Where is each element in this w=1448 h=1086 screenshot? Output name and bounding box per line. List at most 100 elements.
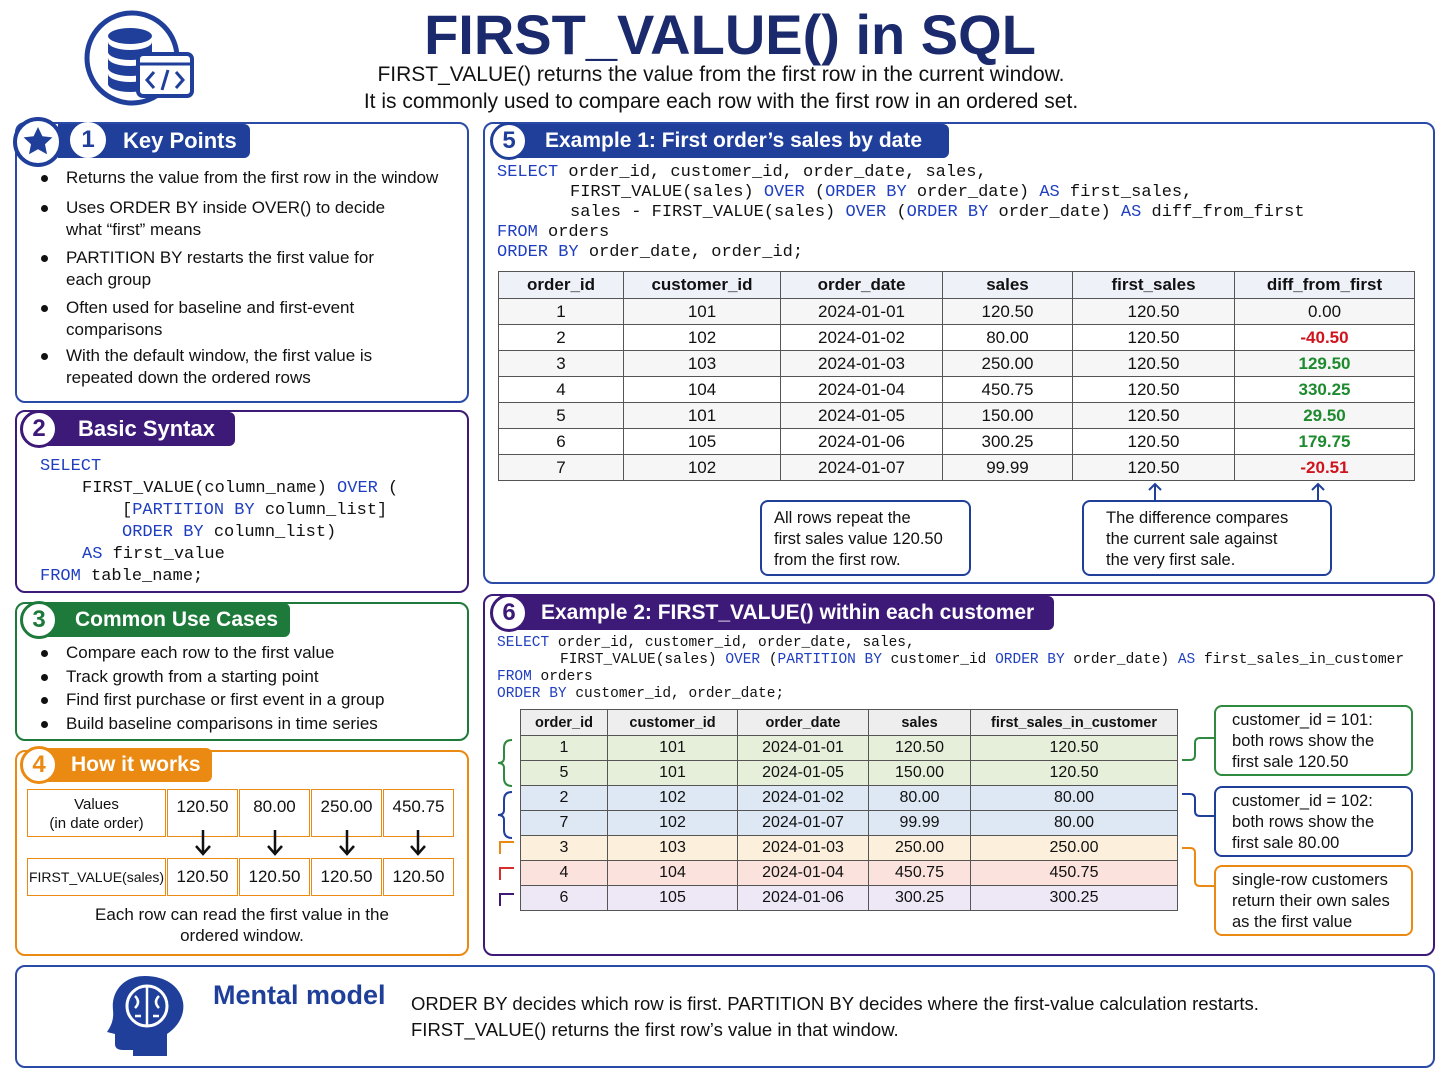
table-cell: 2024-01-03 <box>780 350 943 377</box>
code-line: ORDER BY order_date, order_id; <box>497 243 1305 263</box>
table-cell: 101 <box>607 735 738 761</box>
code-text: orders <box>537 223 610 242</box>
code-text: order_id, customer_id, order_date, sales… <box>558 163 987 182</box>
table-cell: 450.75 <box>970 860 1178 886</box>
callout-line: from the first row. <box>774 551 901 569</box>
code-text: ( <box>804 183 826 202</box>
code-line: FROM orders <box>497 669 1404 686</box>
table-row: 1 101 2024-01-01 120.50 120.50 0.00 <box>498 298 1415 325</box>
section-number: 3 <box>20 601 58 639</box>
table-cell: -20.51 <box>1234 454 1415 481</box>
callout-line: the very first sale. <box>1106 551 1236 569</box>
code-text: column_list) <box>203 523 337 542</box>
table-cell: 102 <box>607 810 738 836</box>
example2-code: SELECT order_id, customer_id, order_date… <box>497 635 1404 703</box>
table-cell: 120.50 <box>942 298 1073 325</box>
result-label: FIRST_VALUE(sales) <box>27 858 166 896</box>
callout: single-row customers return their own sal… <box>1214 865 1413 936</box>
label-line: (in date order) <box>49 815 144 832</box>
how-panel <box>15 750 469 956</box>
brain-icon <box>107 976 184 1056</box>
column-header: sales <box>868 709 971 736</box>
example2-table: order_id customer_id order_date sales first_… <box>520 709 1178 911</box>
table-cell: 4 <box>520 860 608 886</box>
code-line: ORDER BY customer_id, order_date; <box>497 686 1404 703</box>
code-keyword: SELECT <box>497 635 550 651</box>
callout-line: single-row customers <box>1232 871 1388 889</box>
table-cell: 300.25 <box>970 885 1178 911</box>
table-cell: 0.00 <box>1234 298 1415 325</box>
code-line: SELECT <box>40 456 398 478</box>
code-text: [ <box>122 501 133 520</box>
table-row: 7 102 2024-01-07 99.99 80.00 <box>520 810 1178 836</box>
column-header: order_id <box>498 271 624 299</box>
bullet-line: Often used for baseline and first-event <box>66 298 355 317</box>
table-cell: 150.00 <box>942 402 1073 429</box>
table-cell: 2024-01-02 <box>737 785 869 811</box>
table-row: 4 104 2024-01-04 450.75 450.75 <box>520 860 1178 886</box>
section-number: 6 <box>490 594 528 632</box>
code-line: ORDER BY column_list) <box>40 522 398 544</box>
section-title: Example 1: First order’s sales by date <box>505 124 949 158</box>
code-text: order_id, customer_id, order_date, sales… <box>549 635 915 651</box>
table-cell: 80.00 <box>868 785 971 811</box>
example2-panel <box>483 594 1435 956</box>
result-cell: 120.50 <box>311 858 382 896</box>
bullet-item: Often used for baseline and first-event c… <box>41 297 466 341</box>
code-text: ( <box>886 203 907 222</box>
table-row: 3 103 2024-01-03 250.00 250.00 <box>520 835 1178 861</box>
table-cell: 101 <box>623 298 781 325</box>
caption-line: ordered window. <box>180 926 304 945</box>
value-cell: 80.00 <box>239 789 310 837</box>
callout: customer_id = 101: both rows show the firs… <box>1214 705 1413 776</box>
table-cell: 2024-01-06 <box>737 885 869 911</box>
callout: The difference compares the current sale … <box>1082 500 1332 576</box>
table-cell: 120.50 <box>1072 428 1235 455</box>
table-cell: 103 <box>607 835 738 861</box>
mental-model-title: Mental model <box>213 980 386 1010</box>
table-cell: 102 <box>623 324 781 351</box>
table-row: 7 102 2024-01-07 99.99 120.50 -20.51 <box>498 454 1415 481</box>
mental-model-line: FIRST_VALUE() returns the first row’s va… <box>411 1019 899 1040</box>
code-keyword: FROM <box>497 669 532 685</box>
table-cell: 129.50 <box>1234 350 1415 377</box>
star-icon <box>13 117 63 167</box>
result-cell: 120.50 <box>383 858 454 896</box>
code-text: order_date) <box>906 183 1040 202</box>
code-keyword: OVER <box>725 652 761 668</box>
section-title: Example 2: FIRST_VALUE() within each cus… <box>505 596 1054 630</box>
title: FIRST_VALUE() in SQL <box>424 3 1036 66</box>
table-cell: 102 <box>623 454 781 481</box>
column-header: order_id <box>520 709 608 736</box>
table-cell: 2024-01-01 <box>780 298 943 325</box>
table-cell: 6 <box>498 428 624 455</box>
bullet-line: PARTITION BY restarts the first value fo… <box>66 248 374 267</box>
table-cell: 2024-01-04 <box>737 860 869 886</box>
code-text: first_sales_in_customer <box>1195 652 1405 668</box>
code-text: FIRST_VALUE(sales) <box>560 652 726 668</box>
code-keyword: SELECT <box>40 457 102 476</box>
example1-panel <box>483 122 1435 584</box>
database-icon <box>84 10 194 106</box>
table-cell: 330.25 <box>1234 376 1415 403</box>
code-text: FIRST_VALUE(sales) <box>570 183 764 202</box>
section-number: 1 <box>70 122 106 158</box>
table-cell: 120.50 <box>1072 376 1235 403</box>
callout-line: the current sale against <box>1106 530 1278 548</box>
table-row: 5 101 2024-01-05 150.00 120.50 <box>520 760 1178 786</box>
caption-line: Each row can read the first value in the <box>95 905 389 924</box>
syntax-panel <box>15 410 469 593</box>
section-number: 5 <box>490 122 528 160</box>
table-cell: 2 <box>498 324 624 351</box>
table-cell: 120.50 <box>1072 402 1235 429</box>
code-text: customer_id <box>881 652 996 668</box>
subtitle-line: It is commonly used to compare each row … <box>363 90 1079 113</box>
code-keyword: ORDER BY <box>122 523 204 542</box>
table-cell: 1 <box>498 298 624 325</box>
bullet-item: Uses ORDER BY inside OVER() to decide wha… <box>41 197 466 241</box>
table-cell: 300.25 <box>868 885 971 911</box>
table-cell: 101 <box>623 402 781 429</box>
callout-line: first sale 120.50 <box>1232 753 1349 771</box>
table-cell: 250.00 <box>868 835 971 861</box>
callout-line: both rows show the <box>1232 732 1375 750</box>
